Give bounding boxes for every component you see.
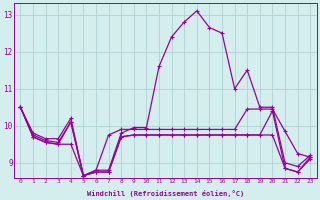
X-axis label: Windchill (Refroidissement éolien,°C): Windchill (Refroidissement éolien,°C)	[87, 190, 244, 197]
